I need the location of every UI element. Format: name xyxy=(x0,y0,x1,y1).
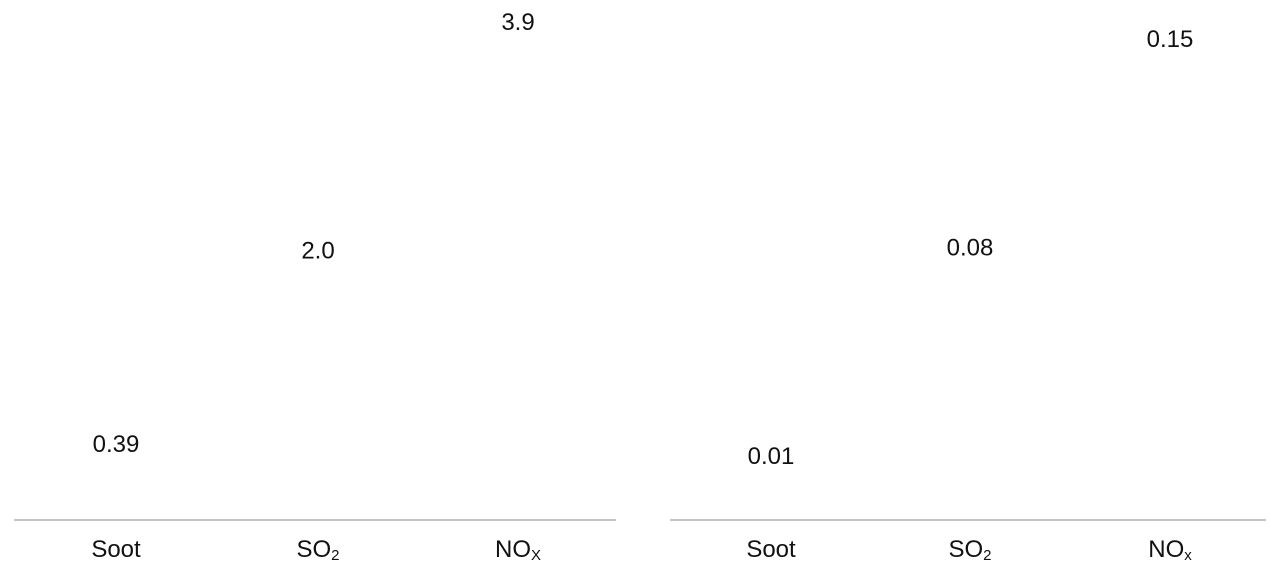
value-label-1-1: 0.39 xyxy=(93,431,140,458)
bar-2-1 xyxy=(696,476,846,519)
chart-panel-1: 0.39 2.0 3.9 Soot SO2 NOX xyxy=(14,9,616,564)
bar-2-3 xyxy=(1095,59,1245,519)
chart-panel-2: 0.01 0.08 0.15 Soot SO2 NOx xyxy=(670,26,1266,564)
tick-label-2-3: NOx xyxy=(1148,536,1192,564)
value-label-2-2: 0.08 xyxy=(947,235,994,262)
bar-1-1 xyxy=(41,464,191,519)
tick-label-2-1: Soot xyxy=(746,536,796,563)
value-label-2-1: 0.01 xyxy=(748,443,795,470)
bar-1-2 xyxy=(243,270,393,519)
tick-label-2-2: SO2 xyxy=(948,536,991,564)
tick-label-1-3: NOX xyxy=(495,536,541,564)
value-label-1-2: 2.0 xyxy=(301,237,334,264)
tick-label-1-2: SO2 xyxy=(296,536,339,564)
bar-1-3 xyxy=(443,42,593,519)
value-label-2-3: 0.15 xyxy=(1147,26,1194,53)
bar-2-2 xyxy=(895,267,1045,519)
tick-label-1-1: Soot xyxy=(91,536,141,563)
value-label-1-3: 3.9 xyxy=(501,9,534,36)
